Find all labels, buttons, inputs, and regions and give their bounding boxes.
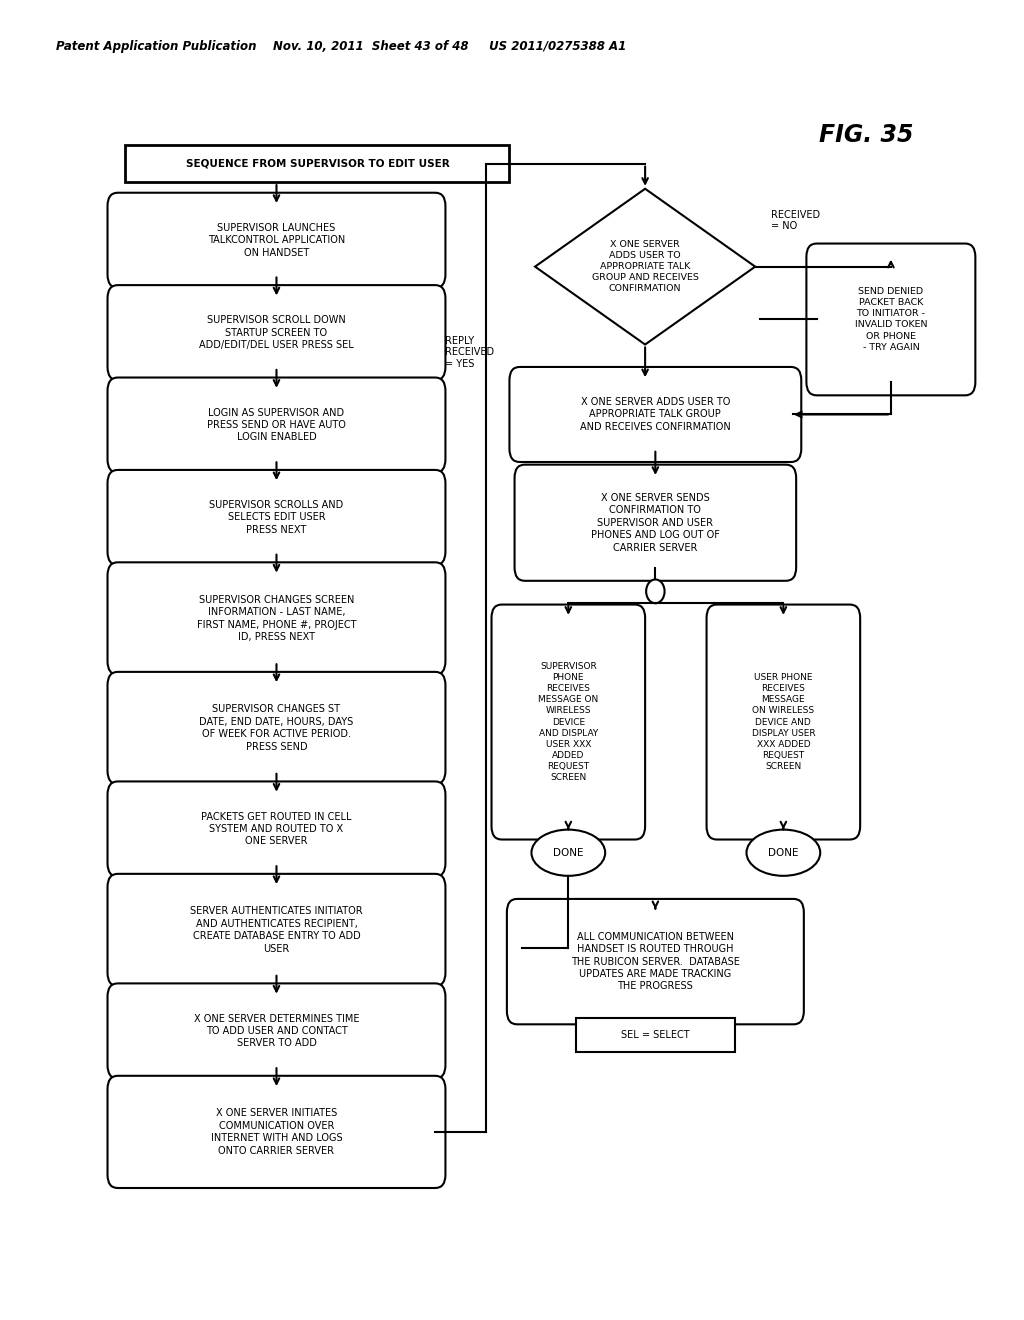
Ellipse shape (531, 830, 605, 876)
FancyBboxPatch shape (108, 562, 445, 675)
Text: Patent Application Publication    Nov. 10, 2011  Sheet 43 of 48     US 2011/0275: Patent Application Publication Nov. 10, … (56, 40, 627, 53)
Text: X ONE SERVER ADDS USER TO
APPROPRIATE TALK GROUP
AND RECEIVES CONFIRMATION: X ONE SERVER ADDS USER TO APPROPRIATE TA… (580, 397, 731, 432)
Circle shape (646, 579, 665, 603)
FancyBboxPatch shape (108, 874, 445, 986)
Text: DONE: DONE (553, 847, 584, 858)
Text: X ONE SERVER DETERMINES TIME
TO ADD USER AND CONTACT
SERVER TO ADD: X ONE SERVER DETERMINES TIME TO ADD USER… (194, 1014, 359, 1048)
Text: SEQUENCE FROM SUPERVISOR TO EDIT USER: SEQUENCE FROM SUPERVISOR TO EDIT USER (185, 158, 450, 169)
FancyBboxPatch shape (108, 983, 445, 1078)
FancyBboxPatch shape (108, 672, 445, 784)
Bar (575, 1018, 735, 1052)
Text: X ONE SERVER INITIATES
COMMUNICATION OVER
INTERNET WITH AND LOGS
ONTO CARRIER SE: X ONE SERVER INITIATES COMMUNICATION OVE… (211, 1109, 342, 1155)
Text: SEL = SELECT: SEL = SELECT (621, 1030, 690, 1040)
Text: SUPERVISOR CHANGES ST
DATE, END DATE, HOURS, DAYS
OF WEEK FOR ACTIVE PERIOD.
PRE: SUPERVISOR CHANGES ST DATE, END DATE, HO… (200, 705, 353, 751)
FancyBboxPatch shape (510, 367, 802, 462)
Ellipse shape (746, 830, 820, 876)
Polygon shape (535, 189, 756, 345)
FancyBboxPatch shape (108, 470, 445, 565)
FancyBboxPatch shape (108, 285, 445, 380)
FancyBboxPatch shape (807, 244, 975, 396)
Text: SUPERVISOR SCROLLS AND
SELECTS EDIT USER
PRESS NEXT: SUPERVISOR SCROLLS AND SELECTS EDIT USER… (209, 500, 344, 535)
Text: SEND DENIED
PACKET BACK
TO INITIATOR -
INVALID TOKEN
OR PHONE
- TRY AGAIN: SEND DENIED PACKET BACK TO INITIATOR - I… (855, 288, 927, 351)
Text: USER PHONE
RECEIVES
MESSAGE
ON WIRELESS
DEVICE AND
DISPLAY USER
XXX ADDED
REQUES: USER PHONE RECEIVES MESSAGE ON WIRELESS … (752, 673, 815, 771)
Text: SUPERVISOR SCROLL DOWN
STARTUP SCREEN TO
ADD/EDIT/DEL USER PRESS SEL: SUPERVISOR SCROLL DOWN STARTUP SCREEN TO… (199, 315, 354, 350)
FancyBboxPatch shape (514, 465, 797, 581)
FancyBboxPatch shape (507, 899, 804, 1024)
Text: X ONE SERVER
ADDS USER TO
APPROPRIATE TALK
GROUP AND RECEIVES
CONFIRMATION: X ONE SERVER ADDS USER TO APPROPRIATE TA… (592, 240, 698, 293)
Text: DONE: DONE (768, 847, 799, 858)
Text: LOGIN AS SUPERVISOR AND
PRESS SEND OR HAVE AUTO
LOGIN ENABLED: LOGIN AS SUPERVISOR AND PRESS SEND OR HA… (207, 408, 346, 442)
Text: PACKETS GET ROUTED IN CELL
SYSTEM AND ROUTED TO X
ONE SERVER: PACKETS GET ROUTED IN CELL SYSTEM AND RO… (202, 812, 351, 846)
Text: ALL COMMUNICATION BETWEEN
HANDSET IS ROUTED THROUGH
THE RUBICON SERVER.  DATABAS: ALL COMMUNICATION BETWEEN HANDSET IS ROU… (571, 932, 739, 991)
Text: SUPERVISOR
PHONE
RECEIVES
MESSAGE ON
WIRELESS
DEVICE
AND DISPLAY
USER XXX
ADDED
: SUPERVISOR PHONE RECEIVES MESSAGE ON WIR… (539, 663, 598, 781)
Text: RECEIVED
= NO: RECEIVED = NO (771, 210, 819, 231)
FancyBboxPatch shape (492, 605, 645, 840)
Text: SERVER AUTHENTICATES INITIATOR
AND AUTHENTICATES RECIPIENT,
CREATE DATABASE ENTR: SERVER AUTHENTICATES INITIATOR AND AUTHE… (190, 907, 362, 953)
FancyBboxPatch shape (108, 781, 445, 876)
Text: REPLY
RECEIVED
= YES: REPLY RECEIVED = YES (445, 335, 495, 370)
Text: SUPERVISOR CHANGES SCREEN
INFORMATION - LAST NAME,
FIRST NAME, PHONE #, PROJECT
: SUPERVISOR CHANGES SCREEN INFORMATION - … (197, 595, 356, 642)
FancyBboxPatch shape (108, 378, 445, 473)
Text: SUPERVISOR LAUNCHES
TALKCONTROL APPLICATION
ON HANDSET: SUPERVISOR LAUNCHES TALKCONTROL APPLICAT… (208, 223, 345, 257)
Text: FIG. 35: FIG. 35 (819, 123, 913, 147)
Text: X ONE SERVER SENDS
CONFIRMATION TO
SUPERVISOR AND USER
PHONES AND LOG OUT OF
CAR: X ONE SERVER SENDS CONFIRMATION TO SUPER… (591, 492, 720, 553)
FancyBboxPatch shape (707, 605, 860, 840)
FancyBboxPatch shape (108, 1076, 445, 1188)
FancyBboxPatch shape (108, 193, 445, 288)
Bar (125, 145, 510, 182)
